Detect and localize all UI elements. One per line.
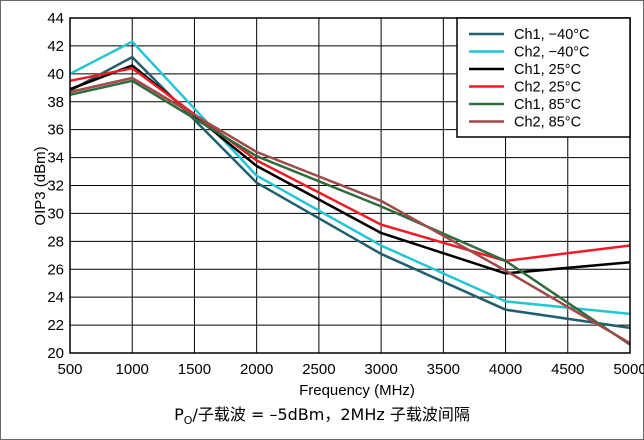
oip3-vs-frequency-chart: 500 1000 1500 2000 2500 3000 3500 4000 4500 5000 … bbox=[32, 10, 644, 399]
caption-subscript: O bbox=[183, 414, 193, 428]
y-tick-label: 30 bbox=[47, 205, 64, 222]
x-tick-label: 1500 bbox=[178, 361, 211, 378]
series-line bbox=[69, 40, 631, 316]
y-tick-label: 42 bbox=[47, 38, 64, 55]
x-tick-label: 2500 bbox=[302, 361, 335, 378]
x-tick-label: 2000 bbox=[240, 361, 273, 378]
y-tick-label: 44 bbox=[47, 10, 64, 27]
y-tick-label: 40 bbox=[47, 66, 64, 83]
y-tick-label: 28 bbox=[47, 233, 64, 250]
series-line bbox=[69, 79, 631, 346]
x-tick-label: 4500 bbox=[551, 361, 584, 378]
y-tick-label: 22 bbox=[47, 317, 64, 334]
series-line bbox=[69, 76, 631, 345]
series-line bbox=[69, 67, 631, 263]
x-tick-label: 3000 bbox=[364, 361, 397, 378]
legend-label: Ch2, 85°C bbox=[514, 115, 581, 131]
y-tick-label: 32 bbox=[47, 178, 64, 195]
x-tick-labels: 500 1000 1500 2000 2500 3000 3500 4000 4500 5000 bbox=[57, 361, 644, 378]
y-tick-label: 36 bbox=[47, 122, 64, 139]
caption-text: /子载波 = –5dBm，2MHz 子载波间隔 bbox=[192, 405, 470, 424]
legend-label: Ch1, 85°C bbox=[514, 97, 581, 113]
plot-area-border bbox=[69, 17, 631, 354]
x-tick-label: 4000 bbox=[489, 361, 522, 378]
legend-label: Ch1, 25°C bbox=[514, 62, 581, 78]
series-line bbox=[69, 55, 631, 330]
y-axis-title: OIP3 (dBm) bbox=[32, 146, 49, 225]
x-tick-label: 500 bbox=[57, 361, 82, 378]
x-tick-label: 1000 bbox=[116, 361, 149, 378]
x-tick-label: 3500 bbox=[427, 361, 460, 378]
legend-label: Ch1, −40°C bbox=[514, 27, 590, 43]
caption-p: P bbox=[174, 405, 184, 424]
legend-label: Ch2, 25°C bbox=[514, 80, 581, 96]
y-tick-label: 24 bbox=[47, 289, 64, 306]
y-tick-label: 20 bbox=[47, 345, 64, 362]
y-tick-labels: 20 22 24 26 28 30 32 34 36 38 40 42 44 bbox=[47, 10, 64, 362]
legend-box bbox=[456, 17, 631, 138]
y-tick-label: 26 bbox=[47, 261, 64, 278]
y-tick-label: 38 bbox=[47, 94, 64, 111]
x-axis-title: Frequency (MHz) bbox=[299, 382, 415, 399]
x-tick-label: 5000 bbox=[613, 361, 644, 378]
chart-caption: PO/子载波 = –5dBm，2MHz 子载波间隔 bbox=[0, 401, 644, 427]
series-lines bbox=[69, 40, 631, 346]
legend-label: Ch2, −40°C bbox=[514, 45, 590, 61]
y-tick-label: 34 bbox=[47, 150, 64, 167]
